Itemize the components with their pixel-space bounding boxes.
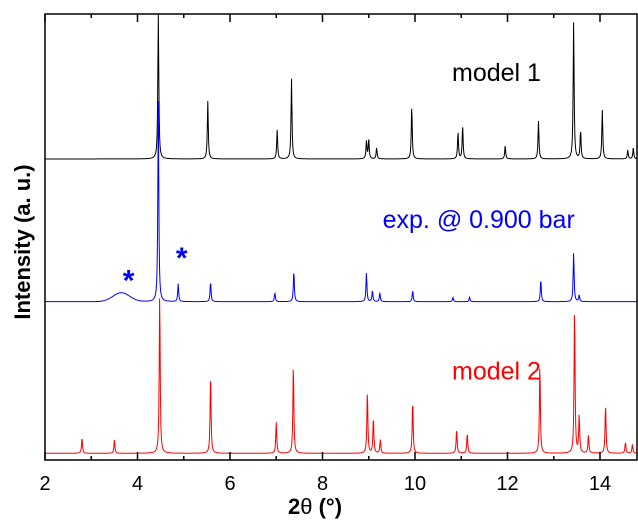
series-line-2	[45, 101, 637, 303]
x-axis: 2 4 6 8 10 12 14	[39, 14, 611, 495]
x-axis-title-part: θ	[300, 494, 312, 519]
series-line-1	[45, 13, 638, 160]
series-annotation: model 1	[452, 59, 541, 87]
plot-frame	[44, 13, 638, 461]
x-tick-label: 2	[39, 473, 50, 495]
x-tick-label: 8	[317, 473, 328, 495]
x-tick-label: 10	[404, 473, 426, 495]
series-line-3	[45, 298, 638, 454]
x-tick-label: 4	[132, 473, 143, 495]
series-annotation: model 2	[452, 358, 541, 386]
y-axis-title: Intensity (a. u.)	[10, 164, 35, 319]
plot-lines	[45, 13, 638, 454]
x-axis-title: 2θ (°)	[288, 494, 342, 519]
x-axis-title-part: (°)	[312, 494, 342, 519]
x-tick-label: 14	[589, 473, 611, 495]
x-axis-title-part: 2	[288, 494, 300, 519]
series-annotation: exp. @ 0.900 bar	[383, 206, 575, 234]
x-tick-label: 6	[224, 473, 235, 495]
x-tick-label: 12	[496, 473, 518, 495]
peak-marker-star: *	[123, 265, 135, 298]
annotations: model 1 exp. @ 0.900 bar model 2 * *	[123, 59, 575, 386]
peak-marker-star: *	[176, 242, 188, 275]
